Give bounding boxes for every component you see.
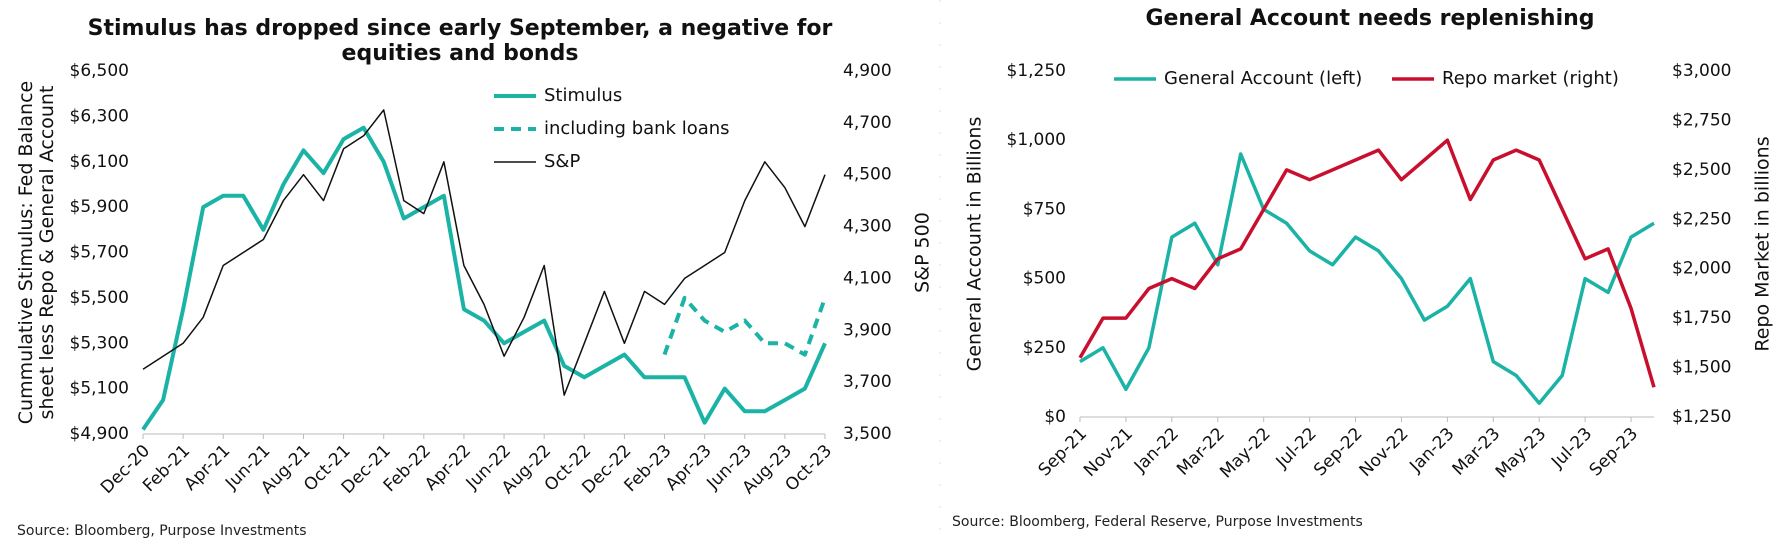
y2-tick-label: 3,900	[843, 320, 892, 340]
y2-tick-label: $2,250	[1672, 209, 1731, 229]
x-tick-label: Apr-21	[180, 441, 234, 495]
legend-label: Repo market (right)	[1442, 68, 1619, 89]
y-tick-label: $4,900	[70, 424, 129, 444]
x-tick-label: Sep-22	[1310, 424, 1366, 480]
y-tick-label: $5,500	[70, 288, 129, 308]
y2-tick-label: $1,750	[1672, 308, 1731, 328]
x-tick-label: Apr-22	[421, 441, 475, 495]
y-tick-label: $250	[1023, 338, 1066, 358]
y-tick-label: $1,250	[1007, 61, 1066, 81]
y-tick-label: $5,900	[70, 197, 129, 217]
x-tick-label: Jan-22	[1130, 424, 1183, 477]
y2-tick-label: $2,500	[1672, 160, 1731, 180]
source: Source: Bloomberg, Purpose Investments	[17, 523, 307, 539]
series-line	[141, 125, 827, 431]
y-tick-label: $0	[1044, 407, 1066, 427]
x-tick-label: Sep-21	[1035, 424, 1091, 480]
y-axis-title: Cummulative Stimulus: Fed Balance sheet …	[16, 80, 58, 425]
y-tick-label: $6,500	[70, 61, 129, 81]
y-tick-label: $6,100	[70, 152, 129, 172]
y2-axis-title: S&P 500	[912, 212, 934, 293]
x-tick-label: Nov-21	[1080, 424, 1137, 481]
y-tick-label: $6,300	[70, 106, 129, 126]
x-tick-label: Apr-23	[662, 441, 716, 495]
chart-title: Stimulus has dropped since early Septemb…	[87, 16, 833, 66]
y-tick-label: $5,300	[70, 333, 129, 353]
series-line	[662, 295, 827, 357]
y-axis-title: General Account in Billions	[964, 117, 986, 372]
legend-label: including bank loans	[544, 118, 730, 139]
y2-tick-label: $2,750	[1672, 110, 1731, 130]
y-tick-label: $5,700	[70, 243, 129, 263]
chart-title: General Account needs replenishing	[1145, 6, 1595, 31]
y2-tick-label: $2,000	[1672, 259, 1731, 279]
y-tick-label: $1,000	[1007, 130, 1066, 150]
legend-label: Stimulus	[544, 85, 622, 106]
legend-label: S&P	[544, 151, 580, 172]
x-tick-label: Nov-22	[1356, 424, 1413, 481]
y2-axis-title: Repo Market in billions	[1752, 136, 1774, 351]
y-tick-label: $500	[1023, 269, 1066, 289]
y2-tick-label: 4,900	[843, 61, 892, 81]
y2-tick-label: $3,000	[1672, 61, 1731, 81]
y-axis-title-box: Cummulative Stimulus: Fed Balance sheet …	[16, 80, 58, 425]
x-tick-label: May-23	[1492, 424, 1550, 482]
y2-tick-label: 4,700	[843, 113, 892, 133]
x-tick-label: Jan-23	[1405, 424, 1458, 477]
x-tick-label: May-22	[1216, 424, 1274, 482]
y2-tick-label: 3,700	[843, 372, 892, 392]
y2-tick-label: 4,100	[843, 268, 892, 288]
y2-tick-label: 4,500	[843, 165, 892, 185]
y2-tick-label: $1,500	[1672, 358, 1731, 378]
y-tick-label: $750	[1023, 199, 1066, 219]
y2-tick-label: $1,250	[1672, 407, 1731, 427]
x-tick-label: Sep-23	[1586, 424, 1642, 480]
series-line	[1079, 152, 1655, 405]
y2-tick-label: 4,300	[843, 217, 892, 237]
y2-tick-label: 3,500	[843, 424, 892, 444]
legend-label: General Account (left)	[1164, 68, 1362, 89]
y-tick-label: $5,100	[70, 379, 129, 399]
source: Source: Bloomberg, Federal Reserve, Purp…	[952, 514, 1363, 530]
series-line	[1078, 138, 1656, 388]
series-line	[142, 109, 826, 396]
